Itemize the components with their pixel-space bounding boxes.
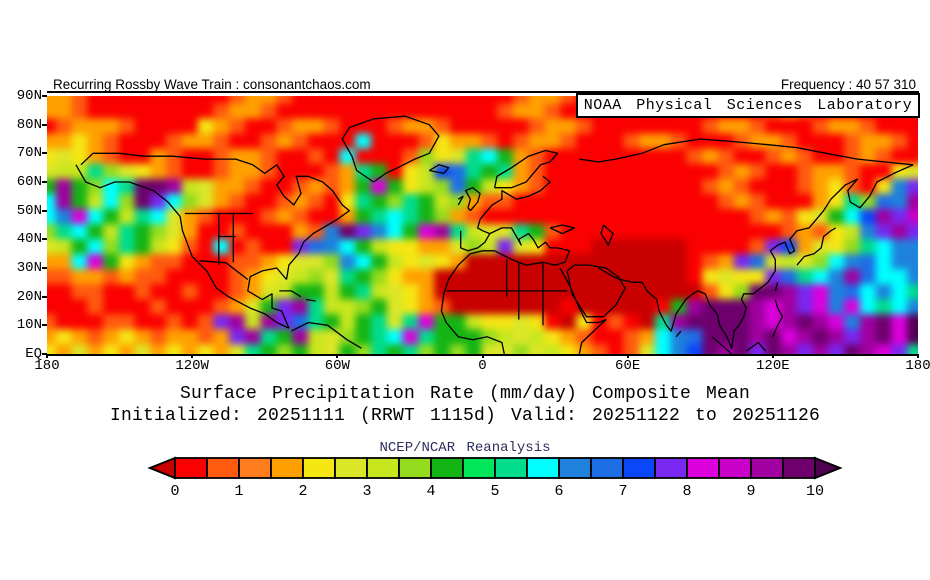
colorbar-tick-label: 3 <box>362 483 371 500</box>
colorbar-segment <box>718 457 752 479</box>
latitude-tick-label: 90N <box>16 88 42 104</box>
colorbar-segment <box>366 457 400 479</box>
longitude-tick <box>191 354 194 358</box>
latitude-tick <box>42 209 47 212</box>
colorbar-segment <box>750 457 784 479</box>
longitude-tick <box>46 354 48 358</box>
colorbar-right-arrow <box>814 456 843 480</box>
longitude-tick <box>626 354 629 358</box>
colorbar-segment <box>334 457 368 479</box>
latitude-tick <box>42 95 47 97</box>
latitude-tick <box>42 353 47 355</box>
longitude-tick <box>481 354 484 358</box>
latitude-tick <box>42 181 47 183</box>
colorbar-tick-label: 9 <box>746 483 755 500</box>
heatmap-layer <box>47 96 918 354</box>
latitude-tick <box>42 324 47 327</box>
data-source-label: NCEP/NCAR Reanalysis <box>379 440 551 456</box>
latitude-tick-label: 10N <box>16 317 42 334</box>
latitude-tick <box>42 123 47 126</box>
colorbar-segment <box>782 457 816 479</box>
colorbar-segment <box>654 457 688 479</box>
plot-title: Surface Precipitation Rate (mm/day) Comp… <box>179 384 751 404</box>
colorbar-segment <box>398 457 432 479</box>
longitude-tick <box>336 354 339 358</box>
precipitation-map: NOAA Physical Sciences Laboratory <box>47 93 920 356</box>
plot-subtitle: Initialized: 20251111 (RRWT 1115d) Valid… <box>109 406 821 426</box>
colorbar-segment <box>174 457 208 479</box>
longitude-tick-label: 120E <box>756 358 790 374</box>
latitude-tick-label: EQ <box>25 346 42 362</box>
colorbar-left-arrow <box>147 456 176 480</box>
longitude-tick-label: 0 <box>478 358 487 374</box>
latitude-tick-label: 40N <box>16 231 42 248</box>
colorbar-segment <box>430 457 464 479</box>
longitude-tick-label: 180 <box>34 358 60 374</box>
latitude-tick <box>42 267 47 269</box>
latitude-tick-label: 50N <box>16 202 42 219</box>
latitude-tick-label: 60N <box>16 174 42 190</box>
colorbar-segment <box>238 457 272 479</box>
noaa-psl-banner: NOAA Physical Sciences Laboratory <box>576 93 920 118</box>
colorbar-segment <box>558 457 592 479</box>
plot-header-left: Recurring Rossby Wave Train : consonantc… <box>53 77 371 92</box>
colorbar-segment <box>302 457 336 479</box>
longitude-tick-label: 60W <box>324 358 350 374</box>
colorbar-segment <box>270 457 304 479</box>
latitude-tick <box>42 295 47 298</box>
longitude-tick-label: 120W <box>175 358 209 374</box>
longitude-tick <box>917 354 919 358</box>
longitude-tick-label: 180 <box>905 358 930 374</box>
latitude-tick-label: 80N <box>16 116 42 133</box>
colorbar-tick-label: 6 <box>554 483 563 500</box>
colorbar-tick-label: 4 <box>426 483 435 500</box>
latitude-tick-label: 20N <box>16 288 42 305</box>
plot-header-right: Frequency : 40 57 310 <box>780 77 916 92</box>
colorbar-tick-label: 8 <box>682 483 691 500</box>
latitude-tick-label: 30N <box>16 260 42 276</box>
colorbar-segment <box>462 457 496 479</box>
colorbar-tick-label: 7 <box>618 483 627 500</box>
colorbar-segment <box>206 457 240 479</box>
colorbar-segment <box>526 457 560 479</box>
latitude-tick <box>42 238 47 241</box>
latitude-tick-label: 70N <box>16 145 42 162</box>
colorbar-tick-label: 5 <box>490 483 499 500</box>
noaa-psl-banner-text: NOAA Physical Sciences Laboratory <box>583 97 913 114</box>
colorbar-segment <box>622 457 656 479</box>
precipitation-heatmap <box>47 96 918 354</box>
colorbar-tick-label: 2 <box>298 483 307 500</box>
colorbar-tick-label: 1 <box>234 483 243 500</box>
longitude-tick <box>771 354 774 358</box>
colorbar-tick-label: 10 <box>806 483 824 500</box>
latitude-tick <box>42 152 47 155</box>
coastlines-overlay <box>75 115 914 354</box>
colorbar: 0 1 2 3 4 5 6 7 8 9 10 <box>147 456 843 500</box>
colorbar-tick-label: 0 <box>170 483 179 500</box>
colorbar-segment <box>590 457 624 479</box>
header-underline <box>47 91 919 93</box>
longitude-tick-label: 60E <box>615 358 641 374</box>
colorbar-segment <box>494 457 528 479</box>
colorbar-segment <box>686 457 720 479</box>
